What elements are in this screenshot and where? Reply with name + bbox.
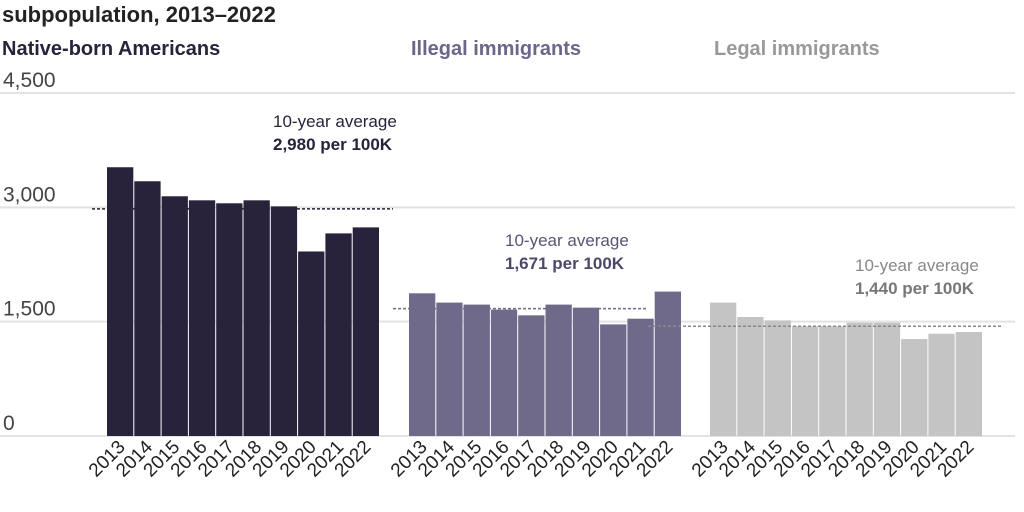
bar [107,167,134,436]
average-value: 1,671 per 100K [505,254,625,273]
bar [518,315,545,436]
bar [216,203,243,436]
average-label: 10-year average [273,112,397,131]
bar [955,332,982,436]
bar [325,233,352,436]
bar [298,251,325,436]
bar [600,324,627,436]
bar [490,309,518,436]
bar [243,200,270,436]
bar [545,304,572,436]
chart-title: subpopulation, 2013–2022 [2,2,276,27]
bar [352,227,379,436]
y-tick-label: 0 [3,412,15,435]
bar [436,302,463,436]
bar [928,333,955,436]
bar [409,293,436,436]
y-tick-label: 4,500 [3,69,56,92]
bar [791,326,819,436]
series-2: Legal immigrants201320142015201620172018… [648,38,1002,481]
bar [846,322,873,436]
series-1: Illegal immigrants2013201420152016201720… [387,38,681,481]
y-tick-label: 3,000 [3,183,56,206]
bar [873,322,901,436]
average-label: 10-year average [505,231,629,250]
bar [819,326,846,436]
bar [737,317,764,436]
bar [270,206,298,436]
average-value: 2,980 per 100K [273,135,393,154]
bar [710,302,737,436]
average-label: 10-year average [855,256,979,275]
y-tick-label: 1,500 [3,298,56,321]
bar [764,320,791,436]
bar [463,304,490,436]
panel-title: Native-born Americans [2,38,220,60]
bar [161,196,188,436]
bar [572,307,600,436]
bar [627,318,654,436]
bar [134,181,161,436]
bar [188,200,216,436]
panel-title: Illegal immigrants [411,38,581,60]
average-value: 1,440 per 100K [855,279,975,298]
panel-title: Legal immigrants [714,38,880,60]
series-0: Native-born Americans2013201420152016201… [2,38,397,481]
bar [901,339,928,436]
bar [654,291,681,436]
